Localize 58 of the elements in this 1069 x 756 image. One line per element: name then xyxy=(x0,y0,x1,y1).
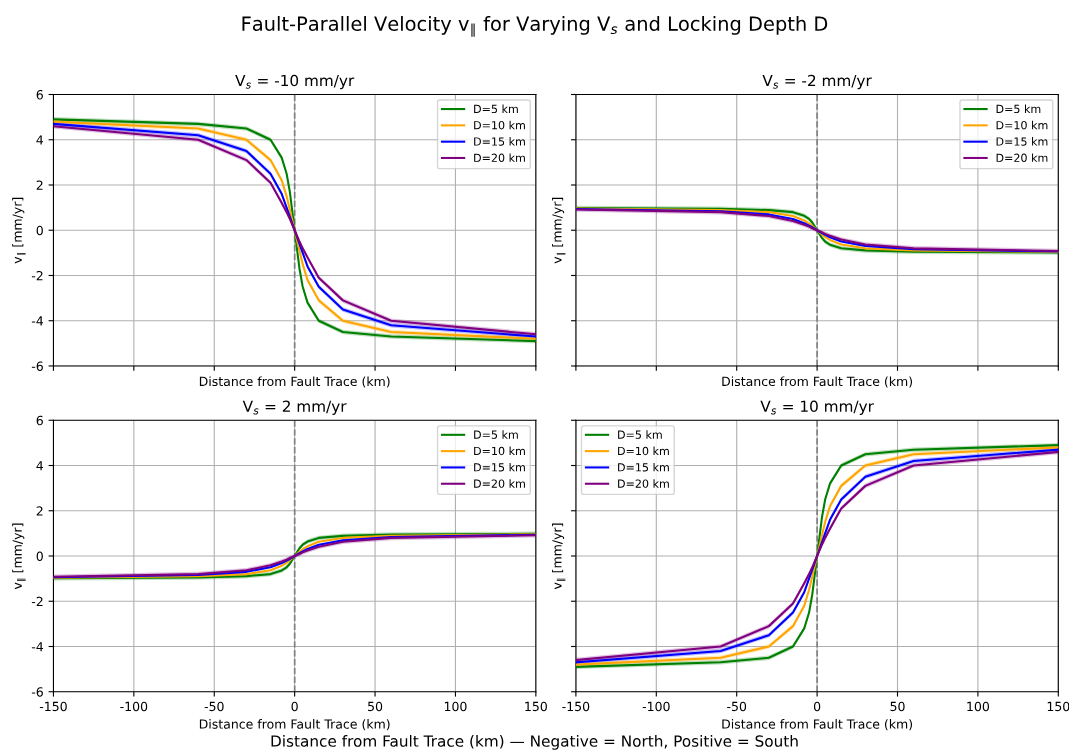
y-axis-title: v$_{∥}$ [mm/yr] xyxy=(551,197,566,264)
x-tick-label: -150 xyxy=(562,701,590,712)
x-axis-title: Distance from Fault Trace (km) xyxy=(199,719,390,731)
x-tick-label: -50 xyxy=(204,701,224,712)
text: Distance from Fault Trace (km) — Negative = North, Positive = South xyxy=(271,735,798,750)
legend-label: D=20 km xyxy=(474,153,525,163)
legend-label: D=5 km xyxy=(474,104,518,114)
y-tick-label: 2 xyxy=(36,180,43,190)
x-tick-label: 50 xyxy=(890,701,905,712)
y-tick-label: 4 xyxy=(36,135,44,145)
x-tick-label: -100 xyxy=(120,701,148,712)
y-axis-title: v$_{∥}$ [mm/yr] xyxy=(12,523,26,590)
legend-label: D=20 km xyxy=(618,479,669,488)
y-tick-label: 0 xyxy=(36,225,43,236)
chart-title: V$_{s}$ = -10 mm/yr xyxy=(235,74,355,90)
x-axis-title: Distance from Fault Trace (km) xyxy=(722,376,913,388)
legend-label: D=10 km xyxy=(474,120,525,130)
chart-title: V$_{s}$ = 2 mm/yr xyxy=(242,400,347,415)
legend-label: D=15 km xyxy=(474,137,525,146)
y-axis-title: v$_{∥}$ [mm/yr] xyxy=(551,523,566,590)
x-tick-label: 100 xyxy=(444,701,467,712)
legend-label: D=20 km xyxy=(996,153,1048,163)
y-tick-label: 2 xyxy=(36,506,43,516)
x-tick-label: -50 xyxy=(727,701,747,712)
y-tick-label: 0 xyxy=(36,551,43,561)
chart-title: V$_{s}$ = -2 mm/yr xyxy=(762,74,872,90)
x-tick-label: 50 xyxy=(368,701,383,712)
x-tick-label: -150 xyxy=(39,701,67,712)
text: Fault-Parallel Velocity v$_{∥}$ for Varying V$_{s}$ and Locking Depth D xyxy=(242,15,828,37)
x-tick-label: 0 xyxy=(813,701,821,712)
chart-title: V$_{s}$ = 10 mm/yr xyxy=(760,400,874,415)
y-tick-label: -4 xyxy=(31,316,44,326)
x-axis-title: Distance from Fault Trace (km) xyxy=(722,719,913,731)
y-tick-label: 4 xyxy=(36,461,44,471)
y-tick-label: -4 xyxy=(31,642,44,652)
legend-label: D=15 km xyxy=(474,462,525,472)
x-axis-title: Distance from Fault Trace (km) xyxy=(199,376,390,388)
y-tick-label: -6 xyxy=(31,687,43,697)
y-tick-label: -2 xyxy=(31,596,43,606)
legend-label: D=5 km xyxy=(996,104,1041,114)
legend-label: D=20 km xyxy=(474,479,525,488)
legend-label: D=5 km xyxy=(474,430,518,439)
x-tick-label: 100 xyxy=(967,701,990,712)
y-tick-label: -6 xyxy=(31,361,43,371)
x-tick-label: 0 xyxy=(291,701,298,712)
legend-label: D=10 km xyxy=(996,120,1048,130)
legend-label: D=10 km xyxy=(474,446,525,456)
legend-label: D=10 km xyxy=(618,446,669,456)
y-axis-title: v$_{∥}$ [mm/yr] xyxy=(12,197,26,264)
x-tick-label: 150 xyxy=(525,701,547,712)
legend-label: D=5 km xyxy=(618,430,662,439)
x-tick-label: 150 xyxy=(1047,701,1069,712)
y-tick-label: -2 xyxy=(31,270,43,281)
y-tick-label: 6 xyxy=(36,415,43,426)
legend-label: D=15 km xyxy=(996,137,1048,146)
x-tick-label: -100 xyxy=(642,701,670,712)
legend-label: D=15 km xyxy=(618,462,669,472)
y-tick-label: 6 xyxy=(36,89,43,100)
